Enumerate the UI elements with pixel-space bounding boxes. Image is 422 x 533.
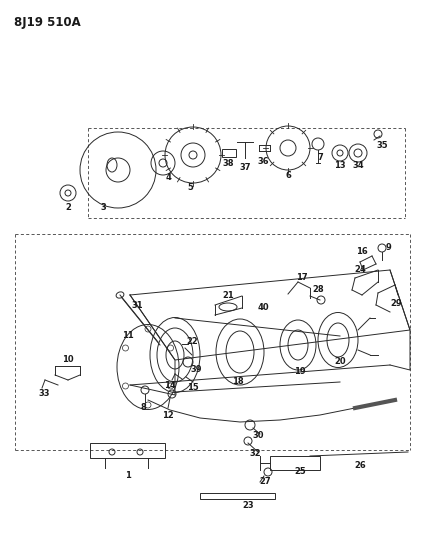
Text: 31: 31 (131, 301, 143, 310)
Text: 30: 30 (252, 432, 264, 440)
Text: 10: 10 (62, 356, 74, 365)
Text: 23: 23 (242, 500, 254, 510)
Text: 5: 5 (187, 183, 193, 192)
Text: 16: 16 (356, 247, 368, 256)
Text: 35: 35 (376, 141, 388, 149)
Text: 8J19 510A: 8J19 510A (14, 16, 81, 29)
Text: 18: 18 (232, 377, 244, 386)
Bar (270, 456, 320, 470)
Text: 28: 28 (312, 286, 324, 295)
Text: 29: 29 (390, 298, 402, 308)
Text: 36: 36 (257, 157, 269, 166)
Text: 33: 33 (38, 389, 50, 398)
Text: 15: 15 (187, 384, 199, 392)
Text: 6: 6 (285, 171, 291, 180)
Text: 4: 4 (165, 174, 171, 182)
Text: 40: 40 (257, 303, 269, 312)
Text: 13: 13 (334, 160, 346, 169)
Bar (222, 149, 236, 157)
Bar (200, 493, 275, 499)
Text: 14: 14 (164, 381, 176, 390)
Text: 39: 39 (190, 366, 202, 375)
Text: 2: 2 (65, 204, 71, 213)
Text: 1: 1 (125, 471, 131, 480)
Text: 25: 25 (294, 467, 306, 477)
Text: 34: 34 (352, 161, 364, 171)
Text: 8: 8 (140, 403, 146, 413)
Text: 24: 24 (354, 265, 366, 274)
Text: 21: 21 (222, 292, 234, 301)
Bar (90, 443, 165, 458)
Text: 32: 32 (249, 448, 261, 457)
Text: 38: 38 (222, 158, 234, 167)
Text: 9: 9 (385, 244, 391, 253)
Text: 17: 17 (296, 273, 308, 282)
Text: 12: 12 (162, 410, 174, 419)
Text: 11: 11 (122, 332, 134, 341)
Text: 7: 7 (317, 154, 323, 163)
Text: 20: 20 (334, 358, 346, 367)
Text: 37: 37 (239, 164, 251, 173)
Text: 3: 3 (100, 204, 106, 213)
Text: 22: 22 (186, 337, 198, 346)
Text: 26: 26 (354, 461, 366, 470)
Text: 27: 27 (259, 478, 271, 487)
Text: 19: 19 (294, 367, 306, 376)
